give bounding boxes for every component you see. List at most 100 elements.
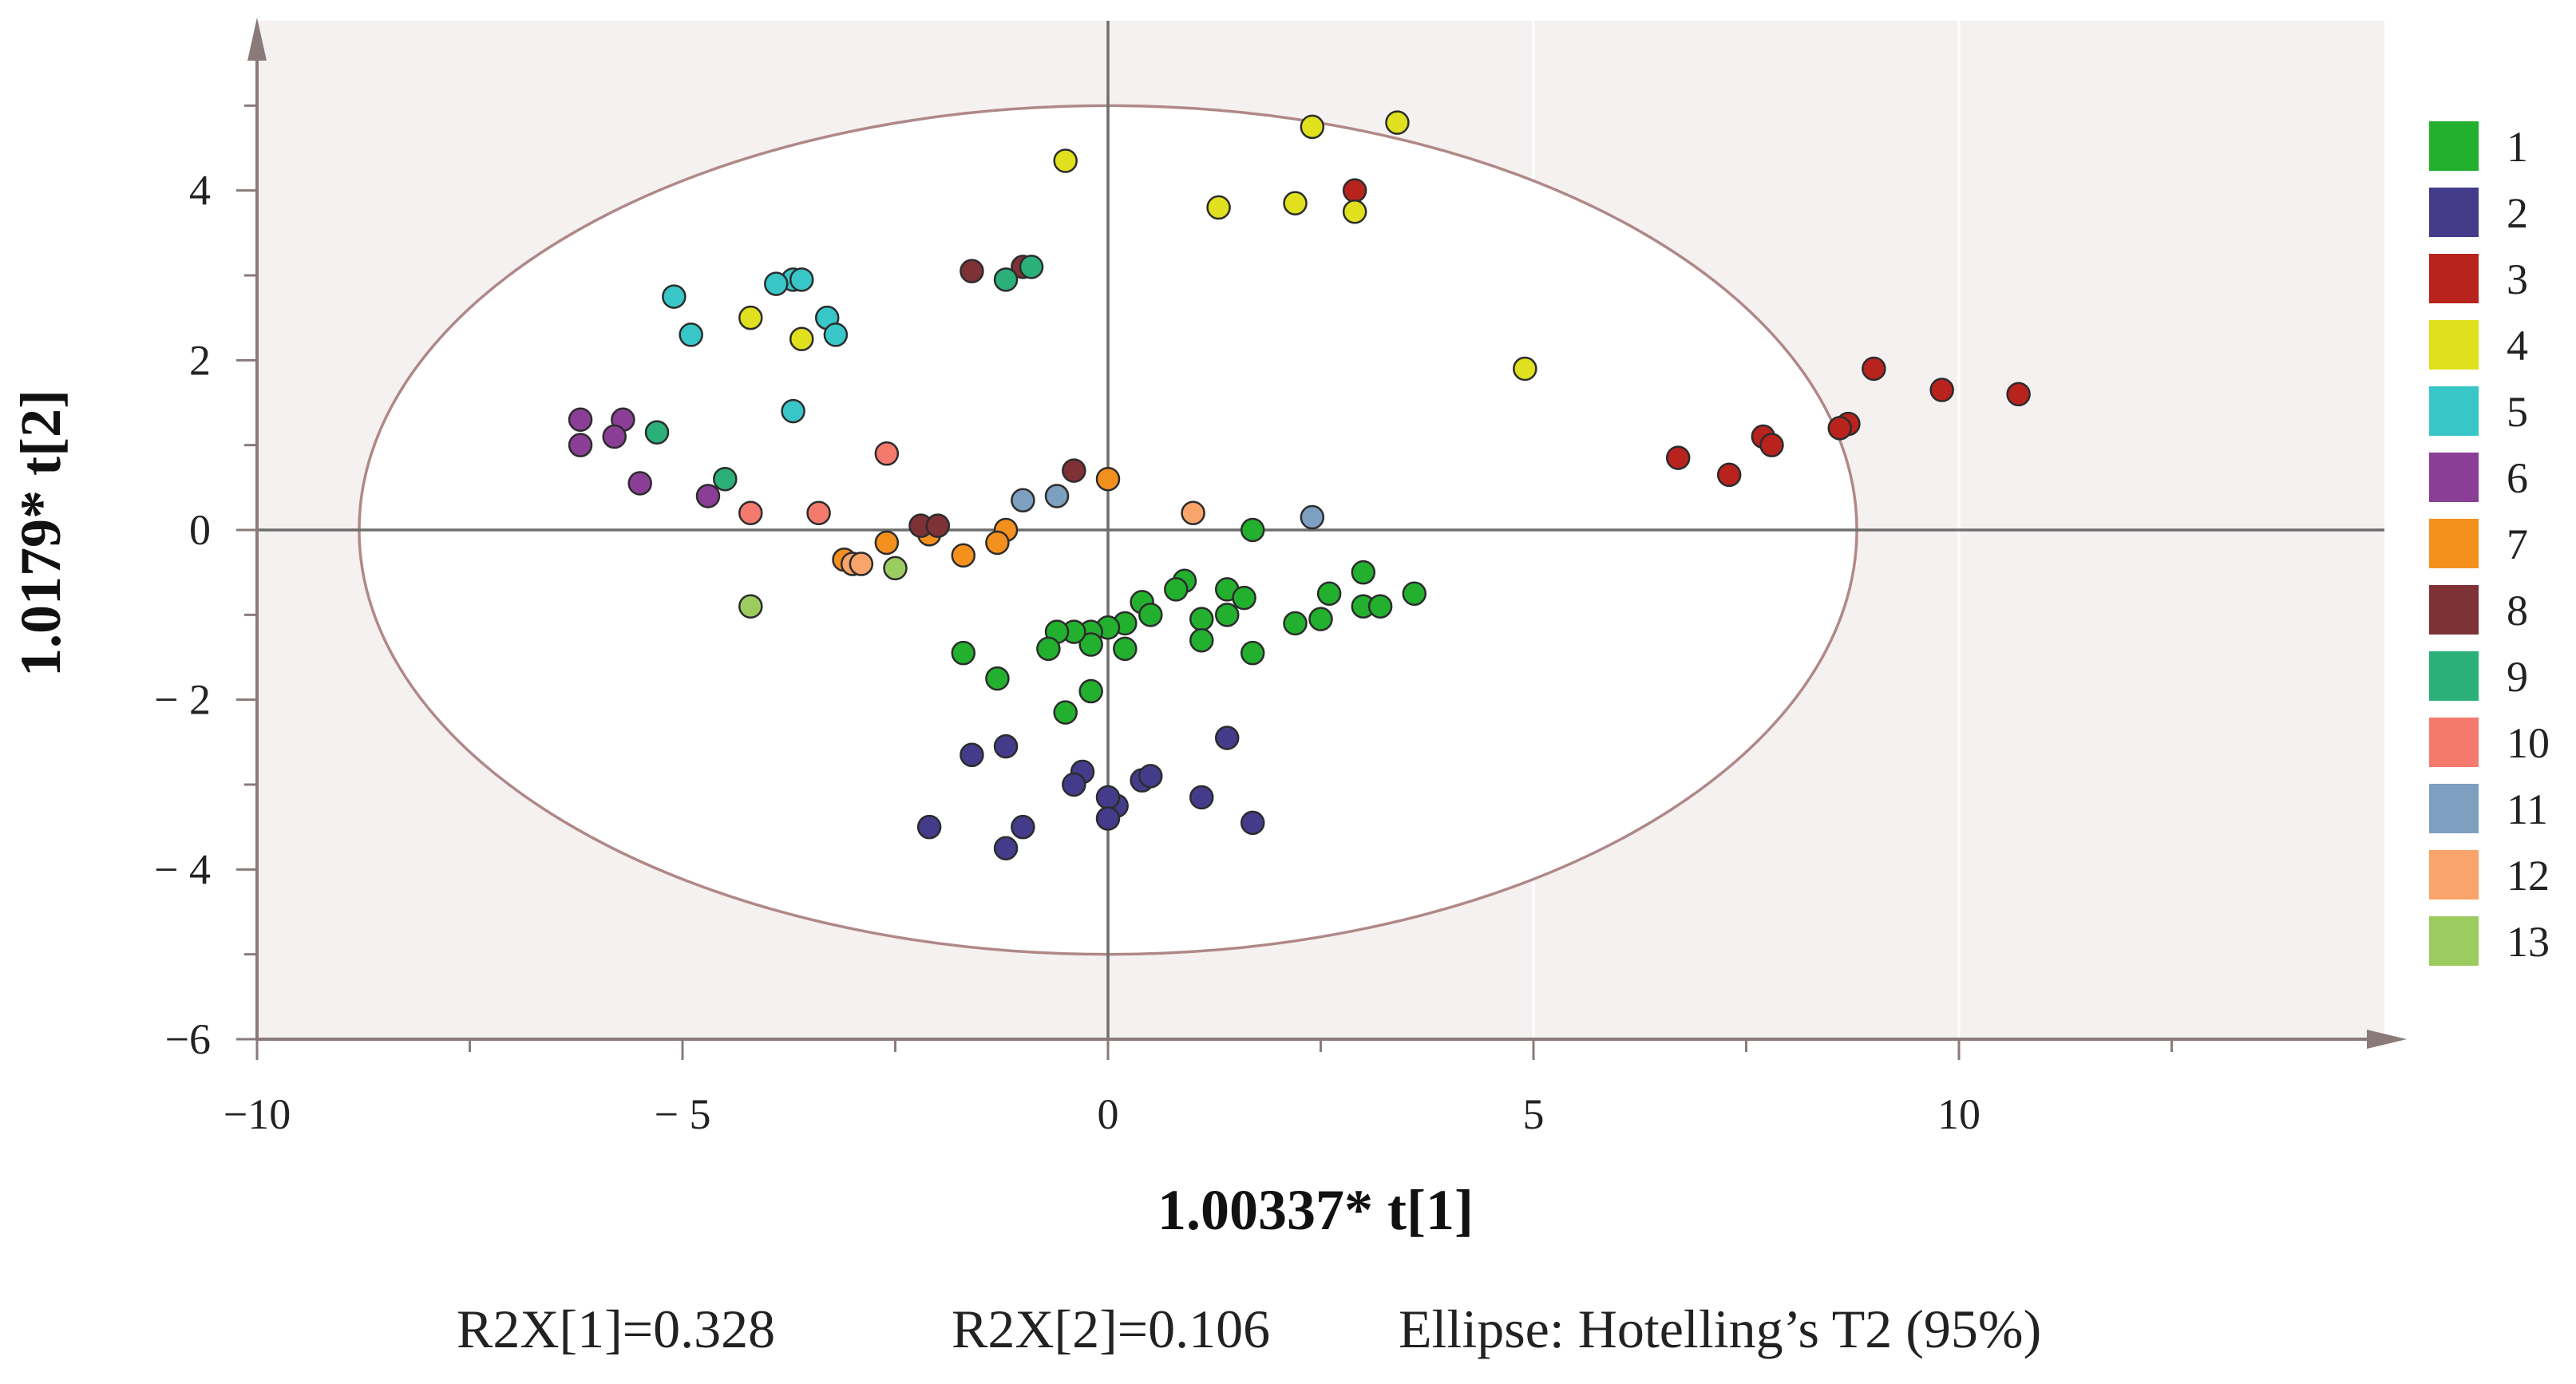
data-point (993, 267, 1019, 292)
data-point (1095, 466, 1121, 492)
legend-swatch (2429, 519, 2479, 568)
legend-swatch (2429, 916, 2479, 966)
data-point (883, 556, 908, 581)
legend-label: 8 (2507, 587, 2528, 635)
data-point (960, 259, 984, 283)
legend-swatch (2429, 386, 2479, 436)
data-point (679, 322, 703, 347)
data-point (925, 513, 951, 538)
data-point (1138, 603, 1163, 627)
data-point (1019, 255, 1044, 279)
y-tick-label: −6 (165, 1015, 211, 1063)
y-tick-label: − 4 (154, 845, 211, 893)
data-point (1053, 700, 1078, 725)
data-point (1113, 636, 1138, 662)
data-point (627, 471, 652, 496)
data-point (1716, 462, 1742, 488)
plot-area (257, 21, 2384, 1039)
data-point (764, 271, 789, 296)
data-point (1189, 627, 1214, 653)
legend-swatch (2429, 453, 2479, 502)
legend-label: 7 (2507, 520, 2528, 568)
series-9 (644, 255, 1044, 492)
data-point (1181, 500, 1205, 525)
series-5 (662, 267, 849, 424)
x-tick-marks (255, 1039, 2173, 1060)
data-point (1062, 772, 1086, 797)
legend-swatch (2429, 320, 2479, 370)
footer-r2x1: R2X[1]=0.328 (457, 1299, 775, 1359)
series-11 (1011, 484, 1325, 530)
legend-swatch (2429, 784, 2479, 833)
legend-swatch (2429, 121, 2479, 171)
footer-ellipse-note: Ellipse: Hotelling’s T2 (95%) (1399, 1299, 2041, 1359)
data-point (1214, 726, 1240, 750)
legend-label: 2 (2507, 189, 2528, 237)
data-point (823, 322, 849, 347)
footer-r2x2: R2X[2]=0.106 (952, 1299, 1270, 1359)
legend-label: 12 (2507, 852, 2550, 900)
series-4 (738, 110, 1537, 382)
y-tick-labels: 4 2 0 − 2 − 4 −6 (154, 167, 211, 1063)
data-point (695, 484, 721, 508)
legend-swatch (2429, 188, 2479, 237)
data-points (568, 110, 2031, 860)
data-point (806, 500, 831, 525)
data-point (951, 543, 976, 568)
data-point (1095, 806, 1121, 831)
data-point (1036, 636, 1061, 662)
data-point (1342, 178, 1367, 203)
data-point (916, 814, 942, 840)
data-point (738, 500, 763, 525)
data-point (1283, 191, 1308, 216)
legend-swatch (2429, 718, 2479, 767)
data-point (1283, 611, 1308, 636)
data-point (1078, 678, 1103, 704)
data-point (1214, 603, 1240, 627)
data-point (1206, 195, 1231, 220)
y-tick-label: 0 (189, 506, 211, 554)
series-12 (840, 500, 1205, 576)
data-point (1044, 484, 1070, 508)
data-point (1300, 504, 1325, 530)
data-point (874, 530, 900, 556)
data-point (602, 424, 627, 449)
data-point (1827, 416, 1853, 441)
data-point (1011, 488, 1035, 513)
series-2 (916, 726, 1265, 860)
data-point (1232, 585, 1256, 611)
x-tick-labels: −10 − 5 0 5 10 (224, 1090, 1980, 1138)
data-point (1351, 560, 1376, 585)
data-point (1385, 110, 1410, 135)
x-tick-label: 5 (1523, 1090, 1545, 1138)
data-point (951, 640, 976, 666)
legend-label: 5 (2507, 388, 2528, 436)
x-axis-title: 1.00337* t[1] (1157, 1178, 1474, 1242)
data-point (1095, 785, 1121, 810)
data-point (781, 398, 805, 424)
data-point (1929, 378, 1954, 402)
data-point (1367, 594, 1393, 619)
x-tick-label: 10 (1937, 1090, 1980, 1138)
series-3 (1342, 178, 2031, 488)
data-point (874, 441, 900, 466)
legend-label: 6 (2507, 454, 2528, 502)
x-axis-arrow-icon (2367, 1030, 2407, 1049)
data-point (568, 433, 593, 457)
data-point (568, 407, 593, 433)
data-point (1513, 356, 1537, 382)
legend-label: 9 (2507, 653, 2528, 701)
x-tick-label: − 5 (655, 1090, 711, 1138)
series-6 (568, 407, 721, 508)
legend-label: 13 (2507, 918, 2550, 966)
data-point (993, 734, 1019, 759)
data-point (1138, 764, 1163, 789)
y-tick-label: 4 (189, 167, 211, 215)
data-point (1053, 148, 1078, 173)
data-point (849, 552, 874, 576)
series-10 (738, 441, 900, 525)
data-point (1308, 607, 1333, 631)
footer: R2X[1]=0.328 R2X[2]=0.106 Ellipse: Hotel… (457, 1299, 2041, 1359)
data-point (1240, 810, 1265, 836)
